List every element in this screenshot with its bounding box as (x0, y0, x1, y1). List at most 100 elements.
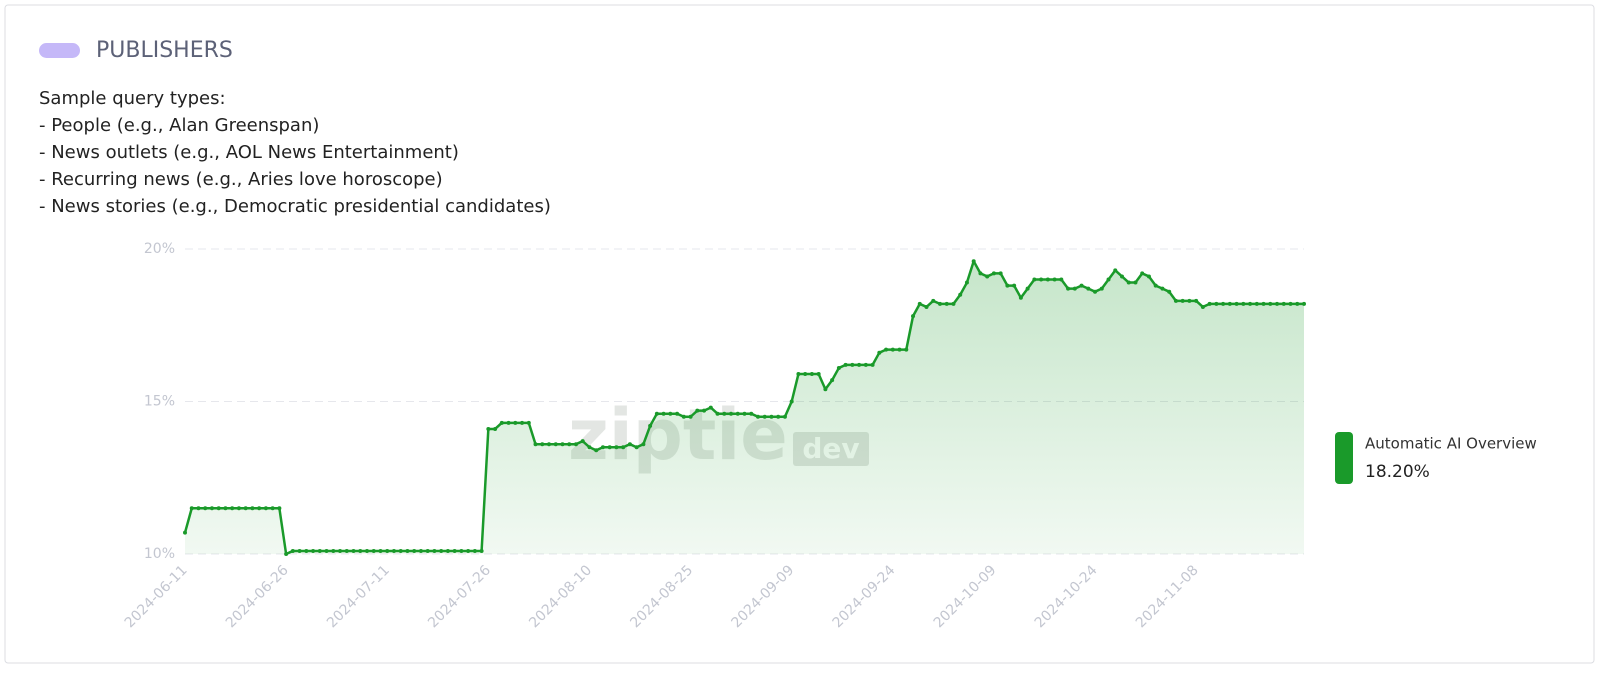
point (1302, 301, 1306, 306)
point (944, 301, 949, 306)
point (1200, 304, 1205, 309)
point (1207, 301, 1212, 306)
point (432, 548, 437, 553)
point (614, 445, 619, 450)
point (782, 414, 787, 419)
point (290, 548, 295, 553)
point (1012, 283, 1017, 288)
point (1052, 277, 1057, 282)
description-line: - News outlets (e.g., AOL News Entertain… (39, 142, 459, 163)
point (284, 552, 289, 556)
point (823, 387, 828, 392)
point (722, 411, 727, 416)
legend-label: Automatic AI Overview (1365, 435, 1537, 453)
point (418, 548, 423, 553)
point (1093, 289, 1098, 294)
point (708, 405, 713, 410)
point (493, 426, 498, 431)
point (1275, 301, 1280, 306)
point (634, 445, 639, 450)
point (755, 414, 760, 419)
point (203, 506, 208, 511)
legend-swatch (1335, 432, 1353, 484)
point (1248, 301, 1253, 306)
point (520, 420, 525, 425)
point (1025, 286, 1030, 291)
title-pill (39, 43, 80, 58)
point (904, 347, 909, 352)
point (1268, 301, 1273, 306)
point (809, 372, 814, 377)
card-border (4, 4, 1595, 664)
point (371, 548, 376, 553)
point (223, 506, 228, 511)
point (1140, 271, 1145, 276)
point (911, 314, 916, 319)
point (668, 411, 673, 416)
point (1153, 283, 1158, 288)
point (1173, 298, 1178, 303)
point (870, 362, 875, 367)
point (250, 506, 255, 511)
point (391, 548, 396, 553)
point (263, 506, 268, 511)
point (681, 414, 686, 419)
point (890, 347, 895, 352)
point (439, 548, 444, 553)
point (1133, 280, 1138, 285)
point (351, 548, 356, 553)
point (641, 442, 646, 447)
point (1099, 286, 1104, 291)
point (769, 414, 774, 419)
point (830, 378, 835, 383)
point (270, 506, 275, 511)
point (1086, 286, 1091, 291)
point (803, 372, 808, 377)
point (776, 414, 781, 419)
description-line: - News stories (e.g., Democratic preside… (39, 196, 551, 217)
point (567, 442, 572, 447)
point (978, 271, 983, 276)
point (277, 506, 282, 511)
point (445, 548, 450, 553)
point (1281, 301, 1286, 306)
point (1066, 286, 1071, 291)
point (1106, 277, 1111, 282)
point (816, 372, 821, 377)
point (344, 548, 349, 553)
point (863, 362, 868, 367)
point (236, 506, 241, 511)
point (627, 442, 632, 447)
point (1059, 277, 1064, 282)
point (472, 548, 477, 553)
point (216, 506, 221, 511)
point (971, 259, 976, 264)
point (358, 548, 363, 553)
y-tick-label: 15% (144, 394, 175, 410)
point (1126, 280, 1131, 285)
point (257, 506, 262, 511)
point (729, 411, 734, 416)
point (506, 420, 511, 425)
point (654, 411, 659, 416)
description-line: - People (e.g., Alan Greenspan) (39, 115, 319, 136)
point (688, 414, 693, 419)
point (1039, 277, 1044, 282)
point (580, 439, 585, 444)
point (937, 301, 942, 306)
point (1241, 301, 1246, 306)
point (412, 548, 417, 553)
point (398, 548, 403, 553)
point (209, 506, 214, 511)
point (513, 420, 518, 425)
section-title: PUBLISHERS (96, 38, 233, 63)
point (1018, 295, 1023, 300)
point (573, 442, 578, 447)
point (183, 530, 187, 535)
point (196, 506, 201, 511)
point (560, 442, 565, 447)
point (715, 411, 720, 416)
point (304, 548, 309, 553)
point (533, 442, 538, 447)
